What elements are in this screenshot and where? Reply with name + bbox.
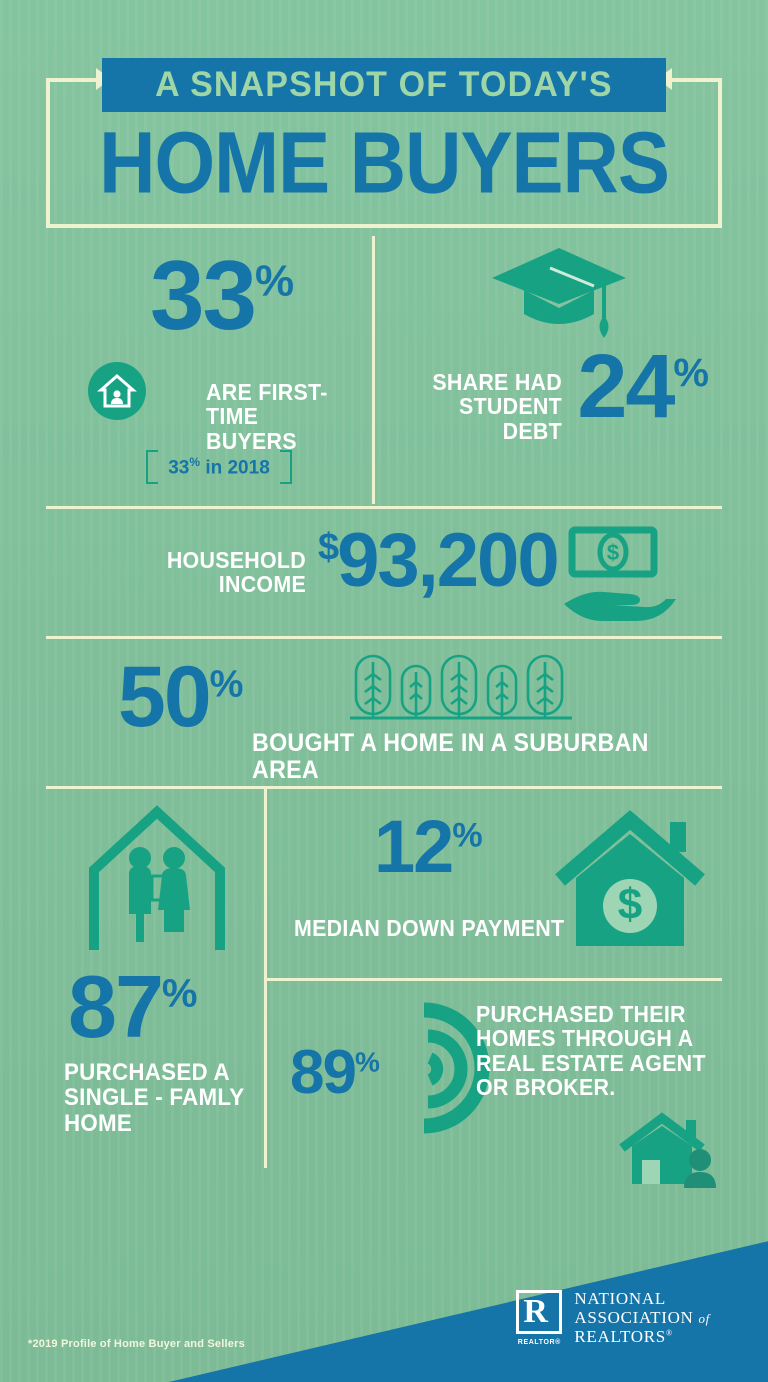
source-note: *2019 Profile of Home Buyer and Sellers xyxy=(28,1338,245,1350)
single-family-value: 87 xyxy=(68,957,164,1056)
badge-text: 33% in 2018 xyxy=(168,455,270,479)
income-value: 93,200 xyxy=(337,518,559,603)
stat-student-debt: SHARE HAD STUDENT DEBT 24% xyxy=(388,240,722,502)
nar-logo-text: NATIONAL ASSOCIATION of REALTORS® xyxy=(574,1289,710,1346)
divider-vertical-row1 xyxy=(372,236,375,504)
single-family-label: PURCHASED A SINGLE - FAMLY HOME xyxy=(64,1059,245,1137)
student-debt-label: SHARE HAD STUDENT DEBT xyxy=(432,369,562,444)
realtor-mark-letter: R xyxy=(523,1293,548,1331)
income-label: HOUSEHOLD INCOME xyxy=(166,547,306,598)
badge-suffix: in 2018 xyxy=(200,457,270,479)
header-frame xyxy=(46,78,722,228)
realtor-r-mark-icon: R REALTOR® xyxy=(516,1290,563,1347)
divider-row1-row2 xyxy=(46,506,722,509)
suburban-label: BOUGHT A HOME IN A SUBURBAN AREA xyxy=(252,729,649,784)
divider-vertical-row4 xyxy=(264,786,267,1168)
trees-icon xyxy=(346,652,576,737)
house-person-circle-icon xyxy=(88,362,146,420)
badge-bracket-right xyxy=(280,450,292,484)
nar-line-2: ASSOCIATION of xyxy=(574,1307,710,1327)
income-currency-sign: $ xyxy=(318,526,339,569)
svg-text:$: $ xyxy=(618,880,642,929)
agent-value-group: 89% xyxy=(290,1042,380,1104)
graduation-cap-icon xyxy=(484,240,634,360)
divider-downpayment-agent xyxy=(264,978,722,981)
stat-down-payment: 12% $ MEDIAN DOWN PAYMENT xyxy=(280,800,722,970)
badge-value: 33 xyxy=(168,457,190,479)
realtor-mark-word: REALTOR® xyxy=(517,1339,561,1347)
realtor-mark-box xyxy=(516,1290,563,1335)
divider-row2-row3 xyxy=(46,636,722,639)
down-payment-percent-sign: % xyxy=(452,816,482,855)
badge-bracket-left xyxy=(146,450,158,484)
student-debt-value-group: 24% xyxy=(577,342,709,432)
svg-text:$: $ xyxy=(607,540,619,565)
nar-logo: R REALTOR® NATIONAL ASSOCIATION of REALT… xyxy=(516,1289,710,1346)
first-time-label: ARE FIRST-TIME BUYERS xyxy=(206,379,328,454)
stat-single-family: 87% PURCHASED A SINGLE - FAMLY HOME xyxy=(46,800,266,1180)
first-time-value-group: 33% xyxy=(150,246,294,344)
hand-holding-money-icon: $ xyxy=(556,522,676,631)
house-agent-icon xyxy=(616,1110,726,1195)
signal-arcs-icon xyxy=(384,994,524,1149)
house-couple-icon xyxy=(82,800,232,965)
agent-value: 89 xyxy=(290,1038,357,1107)
stat-household-income: HOUSEHOLD INCOME $93,200 $ xyxy=(46,516,722,634)
house-dollar-icon: $ xyxy=(550,806,710,961)
nar-line-3: REALTORS® xyxy=(574,1326,673,1346)
stat-agent-purchase: 89% PURCHASED THEIR HOMES THROUGH A REAL… xyxy=(280,990,722,1188)
stat-first-time-buyers: 33% ARE FIRST-TIME BUYERS xyxy=(46,240,366,502)
stat-suburban: 50% xyxy=(46,646,722,784)
first-time-value: 33 xyxy=(150,240,257,350)
down-payment-label: MEDIAN DOWN PAYMENT xyxy=(294,915,565,941)
header-frame-top-right xyxy=(662,78,722,82)
page-title: HOME BUYERS xyxy=(99,113,670,212)
header-eyebrow-box: A SNAPSHOT OF TODAY'S xyxy=(102,58,666,112)
suburban-value-group: 50% xyxy=(118,654,244,740)
agent-percent-sign: % xyxy=(354,1046,380,1078)
income-value-group: $93,200 xyxy=(318,523,560,599)
header-eyebrow: A SNAPSHOT OF TODAY'S xyxy=(155,65,613,104)
suburban-value: 50 xyxy=(118,649,212,745)
divider-row3-row4 xyxy=(46,786,722,789)
suburban-percent-sign: % xyxy=(209,663,244,706)
badge-percent-sign: % xyxy=(189,454,201,469)
down-payment-value-group: 12% xyxy=(374,810,483,884)
down-payment-value: 12 xyxy=(374,805,454,888)
single-family-value-group: 87% xyxy=(68,963,198,1051)
student-debt-percent-sign: % xyxy=(673,351,709,395)
agent-label: PURCHASED THEIR HOMES THROUGH A REAL EST… xyxy=(476,1001,706,1101)
first-time-previous-year-badge: 33% in 2018 xyxy=(146,450,292,484)
student-debt-value: 24 xyxy=(577,337,675,437)
nar-line-1: NATIONAL xyxy=(574,1288,666,1308)
single-family-percent-sign: % xyxy=(161,971,198,1016)
header-frame-top-left xyxy=(46,78,106,82)
first-time-percent-sign: % xyxy=(255,256,294,306)
header: A SNAPSHOT OF TODAY'S HOME BUYERS xyxy=(0,0,768,228)
